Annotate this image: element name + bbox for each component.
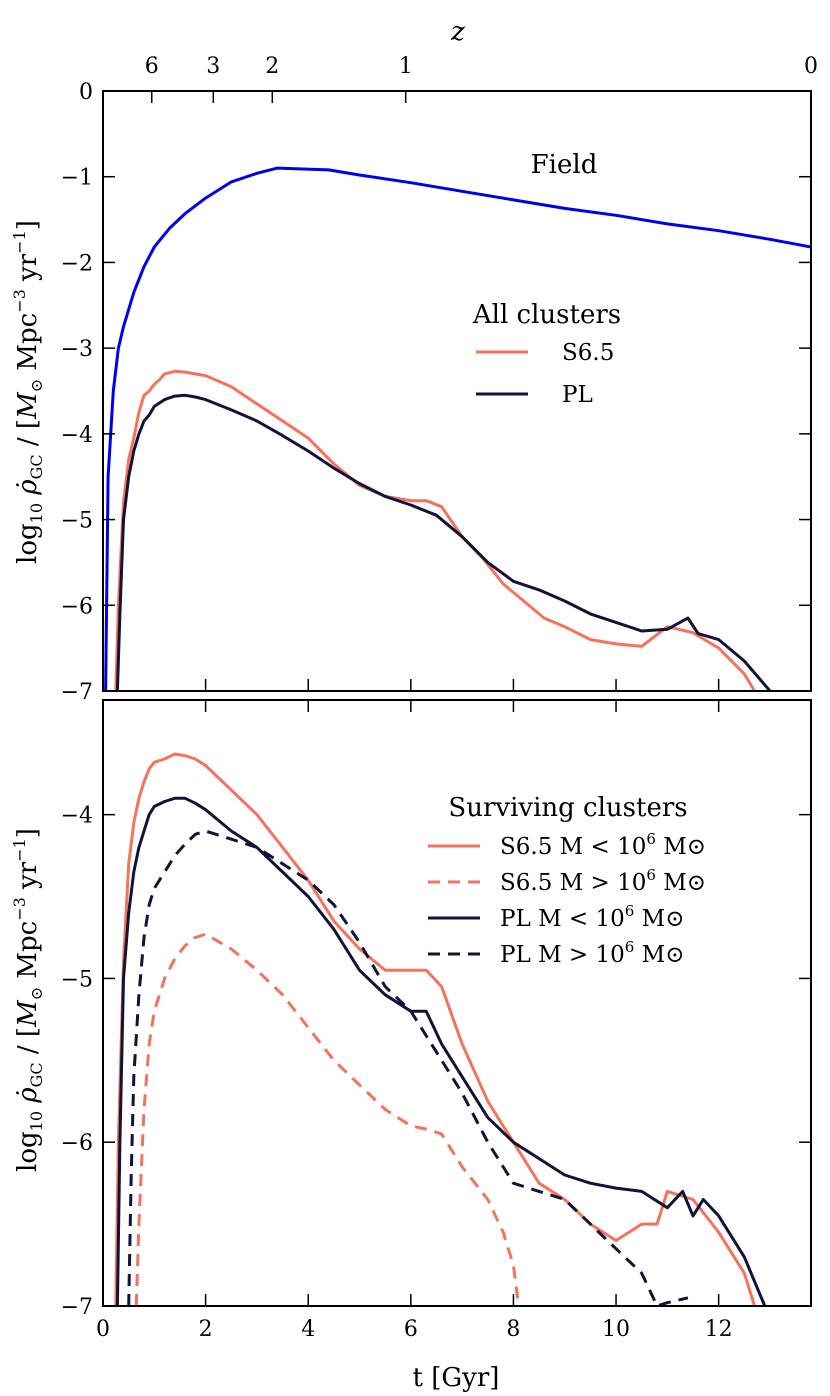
bottom-panel-ylabel: log10 ρ̇GC / [M⊙ Mpc−3 yr−1] [10, 828, 46, 1172]
legend-label: S6.5 [562, 340, 614, 366]
bottom-panel-frame [102, 699, 812, 1307]
z-tick-label: 0 [804, 54, 818, 79]
series-line-s6-5-m-10-6-m- [134, 932, 521, 1306]
series-line-pl-m-10-6-m- [127, 829, 689, 1306]
field-annotation: Field [531, 150, 598, 180]
y-tick-label: 0 [79, 80, 93, 105]
y-tick-label: −7 [61, 680, 93, 705]
legend-label: S6.5 M > 106 M⊙ [500, 866, 706, 896]
y-tick-label: −7 [61, 1295, 93, 1320]
y-tick-label: −5 [61, 509, 93, 534]
y-tick-label: −4 [61, 804, 93, 829]
x-tick-label: 6 [404, 1317, 418, 1342]
z-tick-label: 6 [145, 54, 159, 79]
legend-label: S6.5 M < 106 M⊙ [500, 830, 706, 860]
series-line-s6-5-m-10-6-m- [114, 752, 757, 1306]
legend-title: All clusters [472, 300, 621, 330]
series-line-field [104, 166, 811, 691]
z-tick-label: 3 [206, 54, 220, 79]
x-axis-label: t [Gyr] [413, 1363, 500, 1393]
top-series-group [104, 166, 811, 691]
y-tick-label: −3 [61, 337, 93, 362]
x-tick-label: 4 [301, 1317, 315, 1342]
series-line-pl [115, 393, 772, 691]
y-tick-label: −6 [61, 594, 93, 619]
legend-label: PL [562, 382, 593, 408]
x-tick-label: 12 [705, 1317, 733, 1342]
bottom-panel: −4 −5 −6 −70 2 4 6 8 10 12 Surviving clusters S6.5 … [61, 699, 812, 1342]
x-tick-label: 2 [199, 1317, 213, 1342]
top-panel: 0 −1 −2 −3 −4 −5 −6 −7 6 3 2 1 0 Field All clusters S6.… [61, 54, 818, 705]
z-tick-label: 2 [265, 54, 279, 79]
top-legend: All clusters S6.5 PL [472, 300, 621, 408]
y-tick-label: −5 [61, 967, 93, 992]
z-tick-label: 1 [399, 54, 413, 79]
bottom-legend: Surviving clusters S6.5 M < 106 M⊙ S6.5 M … [428, 793, 706, 968]
x-tick-label: 0 [96, 1317, 110, 1342]
top-axis-label: z [450, 17, 465, 47]
series-line-pl-m-10-6-m- [115, 796, 767, 1306]
top-panel-frame [102, 90, 812, 692]
y-tick-label: −6 [61, 1131, 93, 1156]
legend-title: Surviving clusters [448, 793, 687, 823]
y-tick-label: −2 [61, 251, 93, 276]
legend-label: PL M > 106 M⊙ [500, 938, 684, 968]
series-line-s6-5 [114, 369, 756, 691]
x-tick-label: 8 [506, 1317, 520, 1342]
bottom-series-group [114, 752, 767, 1306]
x-tick-label: 10 [602, 1317, 630, 1342]
y-tick-label: −4 [61, 423, 93, 448]
y-tick-label: −1 [61, 166, 93, 191]
top-panel-ylabel: log10 ρ̇GC / [M⊙ Mpc−3 yr−1] [10, 220, 46, 564]
legend-label: PL M < 106 M⊙ [500, 902, 684, 932]
